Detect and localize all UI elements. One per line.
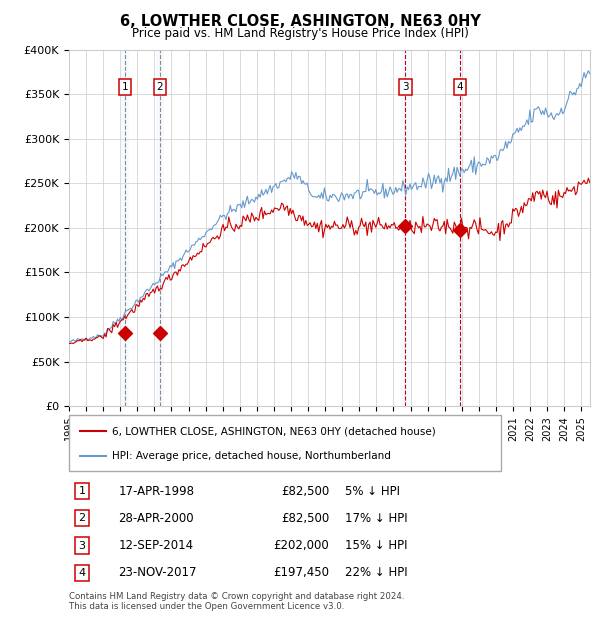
Bar	[401, 50, 410, 406]
Text: £197,450: £197,450	[274, 567, 329, 579]
Text: Contains HM Land Registry data © Crown copyright and database right 2024.
This d: Contains HM Land Registry data © Crown c…	[69, 592, 404, 611]
Text: 3: 3	[79, 541, 86, 551]
Text: 1: 1	[79, 486, 86, 496]
Point	[455, 225, 465, 235]
Text: 6, LOWTHER CLOSE, ASHINGTON, NE63 0HY: 6, LOWTHER CLOSE, ASHINGTON, NE63 0HY	[119, 14, 481, 29]
Text: 22% ↓ HPI: 22% ↓ HPI	[345, 567, 407, 579]
Text: 5% ↓ HPI: 5% ↓ HPI	[345, 485, 400, 497]
Text: HPI: Average price, detached house, Northumberland: HPI: Average price, detached house, Nort…	[112, 451, 391, 461]
Text: £202,000: £202,000	[274, 539, 329, 552]
Text: 12-SEP-2014: 12-SEP-2014	[118, 539, 194, 552]
Bar	[456, 50, 464, 406]
Point	[121, 327, 130, 337]
Text: 3: 3	[402, 82, 409, 92]
Text: 23-NOV-2017: 23-NOV-2017	[118, 567, 197, 579]
Point	[155, 327, 165, 337]
Bar	[121, 50, 130, 406]
Text: £82,500: £82,500	[281, 512, 329, 525]
Text: 17-APR-1998: 17-APR-1998	[118, 485, 194, 497]
Point	[401, 221, 410, 231]
Text: 28-APR-2000: 28-APR-2000	[118, 512, 194, 525]
Text: 2: 2	[79, 513, 86, 523]
Text: 1: 1	[122, 82, 128, 92]
Bar	[156, 50, 164, 406]
Text: 4: 4	[79, 568, 86, 578]
Text: 15% ↓ HPI: 15% ↓ HPI	[345, 539, 407, 552]
Text: £82,500: £82,500	[281, 485, 329, 497]
Text: 4: 4	[457, 82, 463, 92]
Text: 17% ↓ HPI: 17% ↓ HPI	[345, 512, 407, 525]
Text: 6, LOWTHER CLOSE, ASHINGTON, NE63 0HY (detached house): 6, LOWTHER CLOSE, ASHINGTON, NE63 0HY (d…	[112, 426, 436, 436]
Text: Price paid vs. HM Land Registry's House Price Index (HPI): Price paid vs. HM Land Registry's House …	[131, 27, 469, 40]
Text: 2: 2	[157, 82, 163, 92]
